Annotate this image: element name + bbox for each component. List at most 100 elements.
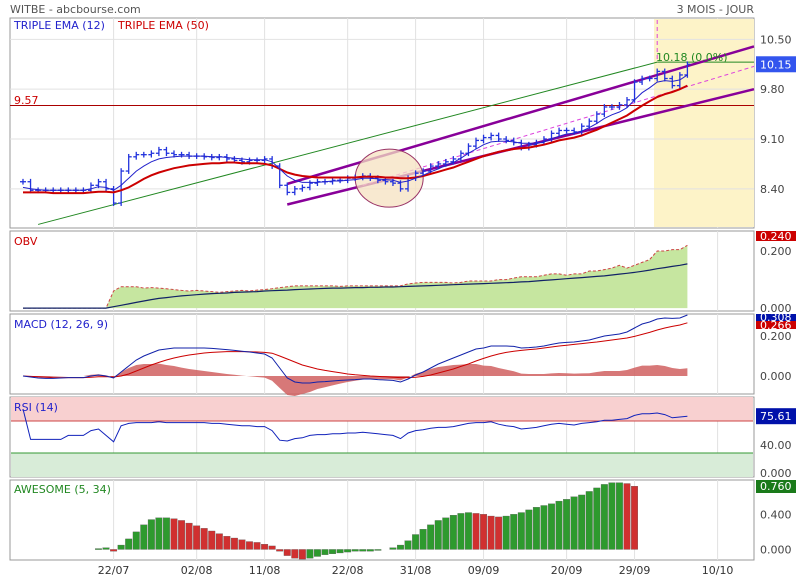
macd-signal-line [22,322,688,379]
x-tick-label: 09/09 [468,564,500,577]
rsi-last-box [756,408,796,425]
awesome-bar [298,549,306,560]
awesome-bar [140,524,148,550]
awesome-bar [510,514,518,550]
y-tick-label: 0.000 [760,370,792,383]
awesome-bar [185,522,193,550]
awesome-bar [95,548,102,550]
awesome-bar [593,487,601,550]
awesome-bar [487,515,495,550]
x-tick-label: 22/07 [98,564,130,577]
obv-last-box [756,231,796,241]
panel-frame [9,479,755,561]
awesome-bar [268,545,276,550]
awesome-bar [404,540,412,550]
awesome-bar [480,514,487,550]
awesome-bar [329,549,336,554]
awesome-bar [374,549,382,551]
ema12-line [22,74,688,191]
awesome-bar [276,549,284,552]
rsi-last-label: 75.61 [760,410,792,423]
macd-signal-last-box [756,321,796,329]
awesome-bar [540,505,548,550]
awesome-bar [193,525,201,550]
awesome-bar [570,496,578,550]
x-tick-label: 29/09 [619,564,651,577]
y-tick-label: 0.000 [760,302,792,315]
awesome-bar [517,512,525,550]
awesome-bar [170,518,178,550]
awesome-bar [631,486,638,550]
peak-annotation: 10.18 (0.0%) [656,51,728,64]
x-tick-label: 11/08 [249,564,281,577]
awesome-bar [223,536,231,550]
awesome-bar [132,531,140,550]
awesome-bar [359,549,367,552]
awesome-bar [246,541,253,550]
awesome-bar [532,507,540,550]
awesome-bar [442,517,450,550]
obv-label: OBV [14,235,38,248]
obv-area [23,245,688,309]
hline-label: 9.57 [14,94,39,107]
macd-line [22,314,688,384]
awesome-bar [110,549,118,552]
y-tick-label: 0.000 [760,467,792,480]
y-tick-label: 40.00 [760,439,792,452]
price-panel: 8.40 9.10 9.80 10.50 10.15 [10,19,796,227]
awesome-bar [162,517,170,550]
awesome-bar [178,520,185,550]
awesome-bar [495,516,503,550]
x-tick-label: 31/08 [400,564,432,577]
awesome-bar [351,549,359,552]
obv-panel: 0.000 0.200 0.240 [23,230,796,315]
awesome-bar [525,509,533,550]
channel-median [362,65,755,186]
y-tick-label: 0.200 [760,330,792,343]
awesome-bar [623,483,631,550]
awesome-bar [578,494,586,550]
rsi-oversold-zone [11,453,753,477]
awesome-bar [200,528,208,550]
awesome-last-label: 0.760 [760,480,792,493]
awesome-bar [397,544,404,550]
awesome-bar [215,533,223,550]
y-tick-label: 9.10 [760,133,785,146]
awesome-bar [412,534,420,550]
macd-signal-last-label: 0.266 [760,319,792,332]
awesome-bar [585,491,593,550]
awesome-bar [449,515,457,550]
last-price-box [756,56,796,73]
awesome-bar [419,529,427,550]
awesome-bar [125,538,133,550]
awesome-bar [427,524,435,550]
x-axis: 22/07 02/08 11/08 22/08 31/08 09/09 20/09 29/09… [98,564,734,577]
awesome-bar [253,542,261,550]
awesome-bar [117,544,125,550]
awesome-bar [616,482,623,550]
awesome-bar [147,519,155,550]
y-tick-label: 9.80 [760,83,785,96]
x-tick-label: 20/09 [551,564,583,577]
legend-ema50: TRIPLE EMA (50) [117,19,209,32]
y-tick-label: 0.200 [760,245,792,258]
rsi-panel: 0.000 40.00 75.61 [11,397,796,480]
awesome-bar [230,537,238,550]
awesome-bar [555,500,563,550]
awesome-bar [548,503,555,550]
panel-frame [9,230,755,312]
awesome-bar [208,530,216,550]
awesome-bar [102,547,110,550]
symbol-title: WITBE - abcbourse.com [10,3,141,16]
awesome-bar [502,515,510,550]
awesome-bar [291,549,299,559]
highlight-zone [654,19,754,227]
awesome-bar [464,512,472,550]
legend-ema12: TRIPLE EMA (12) [13,19,105,32]
awesome-panel: 0.000 0.400 0.760 [95,480,796,560]
awesome-bar [434,520,442,550]
awesome-bar [600,484,608,550]
x-tick-label: 02/08 [181,564,213,577]
